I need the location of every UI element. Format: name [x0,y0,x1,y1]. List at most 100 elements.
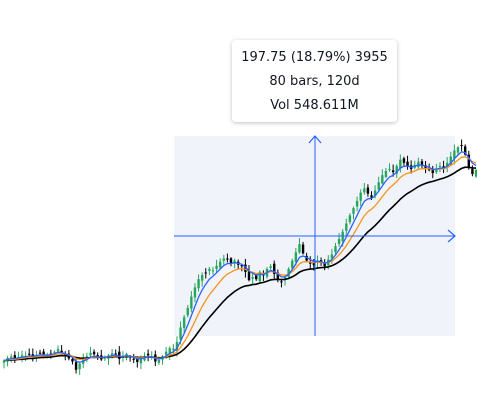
candle-body [247,271,251,281]
candle-body [269,266,272,268]
candle-body [10,356,13,358]
candle-body [355,200,359,207]
candle-body [334,246,337,252]
candle-body [13,355,17,359]
candle-body [168,348,171,355]
candle-body [190,296,193,309]
candle-body [114,353,117,355]
moving-average-slow-line [3,166,477,362]
candle-body [53,351,56,353]
candle-body [182,317,186,328]
candle-body [402,158,406,163]
candle-body [442,166,445,168]
moving-average-fast-line [3,151,477,363]
candle-body [208,268,211,271]
candle-body [92,351,96,355]
candle-body [226,258,229,260]
candle-body [391,170,395,173]
candle-body [287,268,290,278]
candle-body [280,281,283,283]
candle-body [186,307,189,316]
candle-body [197,279,200,289]
measure-price-change: 197.75 (18.79%) 3955 [241,50,388,65]
candle-body [399,159,402,169]
measure-volume: Vol 548.611M [270,98,359,113]
arrow-right-icon [447,229,456,243]
candle-body [373,190,377,196]
candle-body [229,258,233,264]
candle-body [298,244,301,253]
candle-body [56,349,60,352]
candle-body [301,244,305,254]
candle-body [258,271,262,282]
candle-body [200,275,204,281]
candle-body [431,169,434,174]
candle-body [463,146,467,155]
candle-body [74,361,78,370]
candle-body [474,169,477,177]
candle-body [42,351,45,355]
candle-body [427,169,431,171]
candle-body [352,208,355,214]
candle-body [146,353,150,356]
candle-body [179,327,182,340]
candle-body [283,277,287,280]
candle-body [204,272,207,274]
candle-body [211,270,215,272]
candle-body [78,363,81,370]
candle-body [435,168,438,173]
candle-body [359,192,362,201]
candle-body [218,261,222,268]
candle-body [222,258,225,261]
candle-body [330,254,334,259]
candle-body [89,352,92,356]
candle-body [118,351,121,359]
candle-body [305,255,308,261]
candle-body [251,277,254,279]
candle-body [139,358,143,364]
candle-body [395,165,398,174]
candle-body [456,147,460,153]
candle-body [291,260,294,269]
moving-average-mid-line [3,156,477,362]
arrow-up-icon [308,135,322,144]
candle-body [28,353,31,355]
measure-crosshair [174,135,456,336]
candle-body [164,351,168,356]
candle-body [255,275,258,280]
candle-body [445,162,449,167]
candle-body [377,182,380,190]
candle-body [193,287,197,298]
candle-body [215,265,218,269]
measure-tooltip: 197.75 (18.79%) 3955 80 bars, 120d Vol 5… [232,40,397,122]
candle-body [384,171,388,178]
candle-body [71,358,74,362]
candle-body [453,150,456,159]
candle-body [337,238,341,244]
candle-body [309,261,312,264]
candle-body [240,265,244,267]
candle-body [294,252,298,262]
candle-body [175,341,179,352]
candle-body [370,195,373,198]
candle-body [348,215,352,223]
candle-body [276,272,280,280]
candle-body [2,360,6,363]
measure-bars-span: 80 bars, 120d [269,74,360,89]
candle-body [449,156,452,165]
candle-body [38,352,42,354]
candle-body [132,358,135,360]
candle-body [345,223,348,231]
candle-body [381,175,384,184]
candle-body [460,145,463,147]
candle-body [172,348,175,351]
candle-body [406,161,409,166]
candle-body [471,168,474,175]
candle-body [20,355,24,358]
candle-body [467,154,470,168]
candle-body [312,262,316,266]
candle-body [438,165,442,167]
candle-body [323,262,326,267]
candle-body [388,168,391,171]
